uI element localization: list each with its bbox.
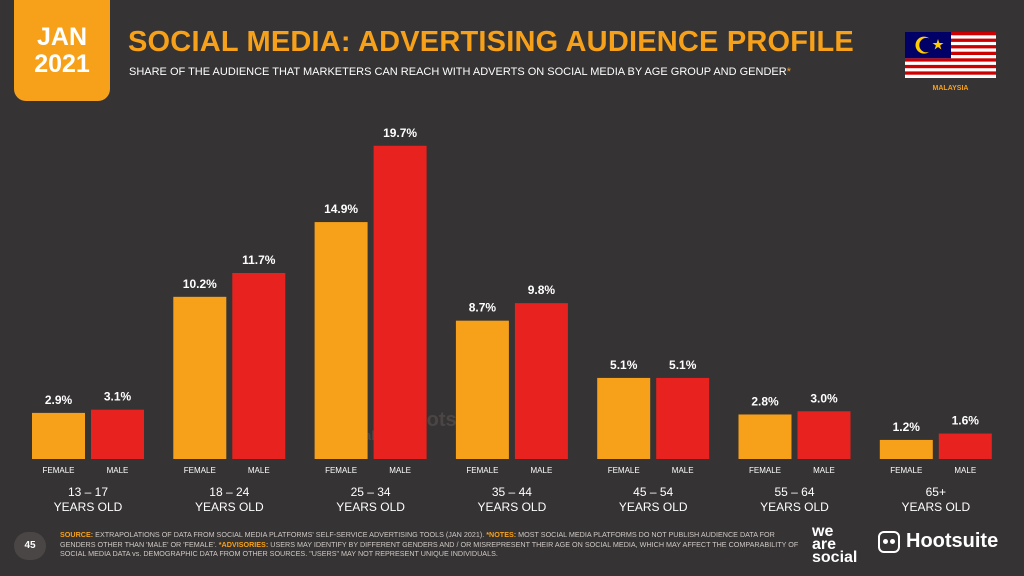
data-label: 3.0% [810,391,838,405]
age-group-sublabel: YEARS OLD [195,500,264,514]
date-badge: JAN 2021 [14,0,110,101]
data-label: 10.2% [183,277,217,291]
bar-male [938,433,992,459]
data-label: 1.2% [893,420,921,434]
bar-female [738,414,792,459]
we-are-social-logo-line1: we [812,523,834,540]
gender-label: FEMALE [890,466,922,475]
owl-icon [878,530,900,553]
malaysia-flag-icon [905,32,996,78]
age-group-label: 45 – 54 [633,485,673,499]
bar-male [373,145,427,459]
age-group-label: 35 – 44 [492,485,532,499]
age-group-sublabel: YEARS OLD [901,500,970,514]
data-label: 1.6% [952,414,980,428]
age-group-sublabel: YEARS OLD [619,500,688,514]
age-group-sublabel: YEARS OLD [54,500,123,514]
data-label: 8.7% [469,301,497,315]
subtitle-text: SHARE OF THE AUDIENCE THAT MARKETERS CAN… [129,66,787,78]
source-text: EXTRAPOLATIONS OF DATA FROM SOCIAL MEDIA… [95,530,485,539]
source-label: SOURCE: [60,530,94,539]
gender-label: MALE [531,466,553,475]
advisories-label: *ADVISORIES: [218,539,269,549]
bar-male [232,272,286,459]
age-group-sublabel: YEARS OLD [760,500,829,514]
bar-female [32,412,85,459]
data-label: 11.7% [242,253,276,267]
data-label: 14.9% [324,202,358,216]
data-label: 19.7% [383,126,417,140]
data-label: 5.1% [610,358,638,372]
data-label: 2.9% [45,393,73,407]
age-group-label: 65+ [926,485,946,499]
gender-label: FEMALE [325,466,357,475]
hootsuite-logo: Hootsuite [878,530,998,553]
subtitle-footnote-mark: * [786,66,791,78]
data-label: 2.8% [751,394,779,408]
age-group-sublabel: YEARS OLD [478,500,547,514]
bar-male [514,303,568,459]
data-label: 5.1% [669,358,697,372]
gender-label: FEMALE [466,466,498,475]
year-label: 2021 [34,50,90,78]
bar-male [91,409,144,459]
gender-label: FEMALE [608,466,640,475]
gender-label: MALE [107,466,129,475]
we-are-social-logo-line3: social [812,549,858,566]
age-group-label: 25 – 34 [351,485,391,499]
age-group-label: 18 – 24 [209,485,249,499]
bar-female [455,320,509,459]
page-subtitle: SHARE OF THE AUDIENCE THAT MARKETERS CAN… [129,66,791,78]
bar-female [173,296,227,459]
bar-male [797,411,851,459]
month-label: JAN [36,23,87,51]
we-are-social-logo-line2: are [812,536,837,553]
bar-female [879,439,933,459]
gender-label: FEMALE [749,466,781,475]
advisories-text: USERS MAY IDENTIFY BY DIFFERENT GENDERS … [60,539,799,559]
bar-female [314,222,368,459]
data-label: 3.1% [104,390,132,404]
gender-label: MALE [672,466,694,475]
gender-label: MALE [813,466,835,475]
page-title: SOCIAL MEDIA: ADVERTISING AUDIENCE PROFI… [128,26,854,58]
gender-label: FEMALE [184,466,216,475]
hootsuite-logo-text: Hootsuite [906,530,999,552]
bar-male [656,377,710,459]
age-group-sublabel: YEARS OLD [336,500,405,514]
gender-label: FEMALE [42,466,74,475]
footer-notes: SOURCE: EXTRAPOLATIONS OF DATA FROM SOCI… [60,530,800,559]
gender-label: MALE [954,466,976,475]
we-are-social-logo: we are social [812,523,858,566]
gender-label: MALE [248,466,270,475]
bar-female [597,377,651,459]
country-label: MALAYSIA [932,85,969,92]
age-group-label: 55 – 64 [774,485,814,499]
data-label: 9.8% [528,283,556,297]
gender-label: MALE [389,466,411,475]
notes-text: MOST SOCIAL MEDIA PLATFORMS DO NOT PUBLI… [60,530,775,549]
page-number: 45 [14,532,46,560]
notes-label: *NOTES: [486,530,517,539]
age-group-label: 13 – 17 [68,485,108,499]
